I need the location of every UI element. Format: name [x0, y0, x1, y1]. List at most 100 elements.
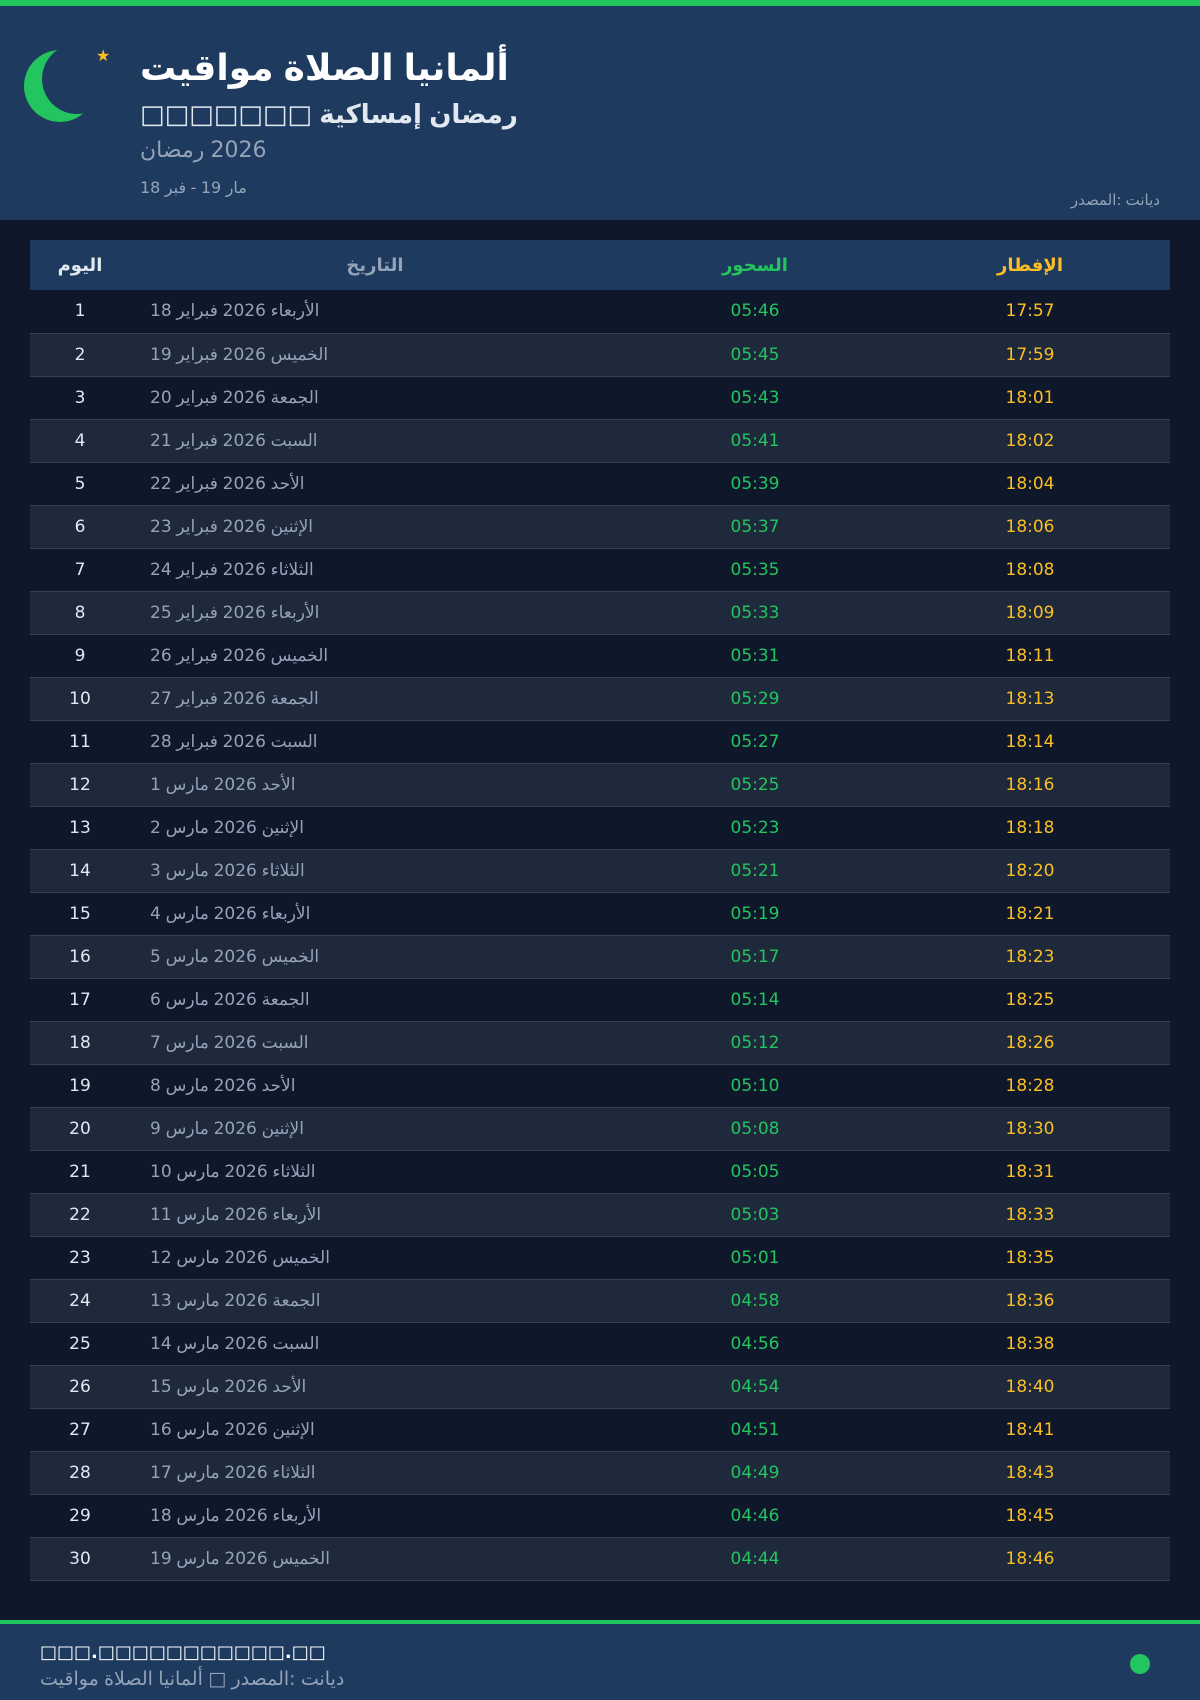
day-cell: 7: [30, 548, 130, 592]
header-iftar: الإفطار: [890, 240, 1170, 290]
table-row: 11 28 فبراير 2026 السبت 05:27 18:14: [30, 720, 1170, 764]
suhoor-cell: 05:33: [620, 591, 890, 635]
day-cell: 22: [30, 1193, 130, 1237]
iftar-cell: 18:41: [890, 1408, 1170, 1452]
day-cell: 24: [30, 1279, 130, 1323]
page-header: ★ مواقيت الصلاة ألمانيا □□□□□□□ إمساكية رمضا…: [0, 6, 1200, 220]
day-cell: 13: [30, 806, 130, 850]
day-cell: 11: [30, 720, 130, 764]
table-row: 9 26 فبراير 2026 الخميس 05:31 18:11: [30, 634, 1170, 678]
date-cell: 3 مارس 2026 الثلاثاء: [130, 849, 620, 893]
date-cell: 15 مارس 2026 الأحد: [130, 1365, 620, 1409]
date-cell: 4 مارس 2026 الأربعاء: [130, 892, 620, 936]
iftar-cell: 18:14: [890, 720, 1170, 764]
iftar-cell: 18:36: [890, 1279, 1170, 1323]
table-row: 26 15 مارس 2026 الأحد 04:54 18:40: [30, 1365, 1170, 1409]
iftar-cell: 18:08: [890, 548, 1170, 592]
suhoor-cell: 05:43: [620, 376, 890, 420]
day-cell: 1: [30, 290, 130, 334]
page-title: مواقيت الصلاة ألمانيا: [140, 48, 509, 89]
table-row: 3 20 فبراير 2026 الجمعة 05:43 18:01: [30, 376, 1170, 420]
date-cell: 12 مارس 2026 الخميس: [130, 1236, 620, 1280]
iftar-cell: 18:46: [890, 1537, 1170, 1581]
iftar-cell: 18:11: [890, 634, 1170, 678]
day-cell: 12: [30, 763, 130, 807]
date-cell: 18 مارس 2026 الأربعاء: [130, 1494, 620, 1538]
suhoor-cell: 04:51: [620, 1408, 890, 1452]
day-cell: 23: [30, 1236, 130, 1280]
suhoor-cell: 05:37: [620, 505, 890, 549]
table-row: 23 12 مارس 2026 الخميس 05:01 18:35: [30, 1236, 1170, 1280]
day-cell: 30: [30, 1537, 130, 1581]
suhoor-cell: 05:10: [620, 1064, 890, 1108]
suhoor-cell: 05:25: [620, 763, 890, 807]
day-cell: 10: [30, 677, 130, 721]
suhoor-cell: 05:21: [620, 849, 890, 893]
table-row: 19 8 مارس 2026 الأحد 05:10 18:28: [30, 1064, 1170, 1108]
table-row: 1 18 فبراير 2026 الأربعاء 05:46 17:57: [30, 290, 1170, 334]
top-accent-bar: [0, 0, 1200, 6]
iftar-cell: 18:33: [890, 1193, 1170, 1237]
day-cell: 18: [30, 1021, 130, 1065]
suhoor-cell: 04:58: [620, 1279, 890, 1323]
suhoor-cell: 05:01: [620, 1236, 890, 1280]
day-cell: 26: [30, 1365, 130, 1409]
day-cell: 19: [30, 1064, 130, 1108]
date-cell: 10 مارس 2026 الثلاثاء: [130, 1150, 620, 1194]
date-cell: 24 فبراير 2026 الثلاثاء: [130, 548, 620, 592]
day-cell: 25: [30, 1322, 130, 1366]
suhoor-cell: 05:08: [620, 1107, 890, 1151]
iftar-cell: 17:57: [890, 290, 1170, 334]
date-cell: 21 فبراير 2026 السبت: [130, 419, 620, 463]
suhoor-cell: 05:41: [620, 419, 890, 463]
iftar-cell: 18:35: [890, 1236, 1170, 1280]
table-row: 16 5 مارس 2026 الخميس 05:17 18:23: [30, 935, 1170, 979]
date-cell: 28 فبراير 2026 السبت: [130, 720, 620, 764]
table-row: 15 4 مارس 2026 الأربعاء 05:19 18:21: [30, 892, 1170, 936]
date-cell: 22 فبراير 2026 الأحد: [130, 462, 620, 506]
crescent-moon-icon: [24, 44, 112, 122]
date-cell: 13 مارس 2026 الجمعة: [130, 1279, 620, 1323]
suhoor-cell: 05:45: [620, 333, 890, 377]
table-row: 17 6 مارس 2026 الجمعة 05:14 18:25: [30, 978, 1170, 1022]
date-cell: 23 فبراير 2026 الإثنين: [130, 505, 620, 549]
day-cell: 4: [30, 419, 130, 463]
suhoor-cell: 05:05: [620, 1150, 890, 1194]
date-cell: 25 فبراير 2026 الأربعاء: [130, 591, 620, 635]
suhoor-cell: 04:49: [620, 1451, 890, 1495]
day-cell: 21: [30, 1150, 130, 1194]
page-footer: □□□.□□□□□□□□□□□.□□ مواقيت الصلاة ألمانيا □ ا…: [0, 1624, 1200, 1700]
table-row: 18 7 مارس 2026 السبت 05:12 18:26: [30, 1021, 1170, 1065]
date-cell: 8 مارس 2026 الأحد: [130, 1064, 620, 1108]
footer-accent-bar: [0, 1620, 1200, 1624]
date-cell: 16 مارس 2026 الإثنين: [130, 1408, 620, 1452]
suhoor-cell: 04:46: [620, 1494, 890, 1538]
iftar-cell: 18:26: [890, 1021, 1170, 1065]
prayer-times-table: اليوم التاريخ السحور الإفطار 1 18 فبراير 20…: [30, 240, 1170, 1581]
table-row: 5 22 فبراير 2026 الأحد 05:39 18:04: [30, 462, 1170, 506]
iftar-cell: 18:28: [890, 1064, 1170, 1108]
header-date: التاريخ: [130, 240, 620, 290]
table-row: 27 16 مارس 2026 الإثنين 04:51 18:41: [30, 1408, 1170, 1452]
date-cell: 19 فبراير 2026 الخميس: [130, 333, 620, 377]
suhoor-cell: 05:14: [620, 978, 890, 1022]
table-row: 30 19 مارس 2026 الخميس 04:44 18:46: [30, 1537, 1170, 1581]
iftar-cell: 18:18: [890, 806, 1170, 850]
iftar-cell: 18:21: [890, 892, 1170, 936]
day-cell: 14: [30, 849, 130, 893]
table-row: 6 23 فبراير 2026 الإثنين 05:37 18:06: [30, 505, 1170, 549]
iftar-cell: 18:45: [890, 1494, 1170, 1538]
date-cell: 20 فبراير 2026 الجمعة: [130, 376, 620, 420]
table-row: 2 19 فبراير 2026 الخميس 05:45 17:59: [30, 333, 1170, 377]
suhoor-cell: 05:03: [620, 1193, 890, 1237]
suhoor-cell: 05:17: [620, 935, 890, 979]
date-cell: 17 مارس 2026 الثلاثاء: [130, 1451, 620, 1495]
status-dot-icon: [1130, 1654, 1150, 1674]
iftar-cell: 18:30: [890, 1107, 1170, 1151]
suhoor-cell: 04:56: [620, 1322, 890, 1366]
header-day: اليوم: [30, 240, 130, 290]
date-cell: 19 مارس 2026 الخميس: [130, 1537, 620, 1581]
date-cell: 27 فبراير 2026 الجمعة: [130, 677, 620, 721]
day-cell: 27: [30, 1408, 130, 1452]
table-header-row: اليوم التاريخ السحور الإفطار: [30, 240, 1170, 290]
